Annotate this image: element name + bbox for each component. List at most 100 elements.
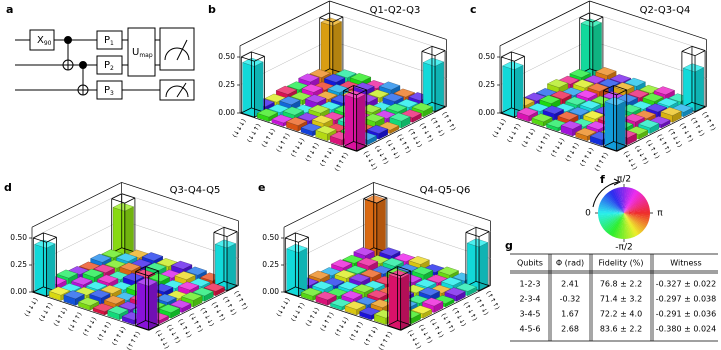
wheel-segment — [624, 213, 644, 232]
bar-top — [572, 79, 595, 89]
wheel-segment — [624, 194, 645, 213]
z-tick-label: 0.25 — [10, 260, 27, 269]
gate-sub: 1 — [110, 40, 114, 47]
bar-top — [657, 97, 679, 107]
wheel-segment — [610, 213, 624, 237]
box-edge — [329, 0, 447, 40]
bar — [136, 277, 158, 330]
table: Qubits Φ (rad) Fidelity (%) Witness 1-2-3 2.4… — [517, 259, 716, 334]
bar-top — [542, 105, 564, 115]
panel-label: a — [6, 3, 13, 16]
gate-sub: map — [139, 52, 153, 59]
wheel-segment — [598, 213, 624, 220]
box-edge — [31, 291, 149, 331]
phase-arrow — [592, 181, 619, 208]
row-label: (↑↓↓) — [290, 137, 306, 158]
wheel-segment — [624, 206, 650, 213]
table-header: Qubits — [517, 259, 543, 268]
row-label: (↑↓↑) — [349, 321, 365, 342]
chart: e Q4-Q5-Q60.000.250.50(↓↓↓)(↓↓↓)(↓↓↑)(↓↓↑… — [258, 181, 501, 350]
bar-front — [356, 94, 366, 151]
row-label: (↓↑↑) — [275, 132, 291, 153]
wheel-segment — [624, 213, 629, 239]
bar-top — [342, 254, 364, 264]
bar-top — [624, 77, 646, 87]
row-label: (↑↓↑) — [305, 142, 321, 163]
ideal-wireframe — [32, 232, 57, 297]
bar-top — [379, 81, 401, 91]
bar-side — [215, 243, 228, 291]
ideal-wireframe — [387, 266, 412, 331]
wheel-segment — [615, 187, 624, 213]
ideal-wireframe — [284, 232, 309, 297]
bar-top — [203, 282, 225, 292]
bar-top — [408, 256, 430, 265]
wheel-segment — [624, 213, 643, 234]
gate-text: X — [37, 35, 44, 46]
panel-label: g — [505, 239, 513, 252]
chart: c Q2-Q3-Q40.000.250.50(↓↓↓)(↓↓↓)(↓↓↑)(↓↓↑… — [470, 0, 717, 173]
wheel-segment — [624, 189, 638, 213]
col-label: (↓↓↓) — [362, 150, 378, 171]
bar-top — [367, 89, 390, 99]
wheel-segment — [601, 197, 624, 213]
control-dot — [64, 36, 72, 44]
gate-label: P2 — [104, 60, 114, 72]
bar-top — [177, 281, 200, 291]
row-label: (↓↓↓) — [492, 118, 508, 139]
bar — [107, 305, 129, 321]
bar-top — [122, 272, 145, 282]
bar — [242, 57, 264, 118]
row-label: (↑↓↑) — [565, 142, 581, 163]
gate-box — [29, 29, 55, 51]
chart-title: Q4-Q5-Q6 — [420, 185, 471, 196]
row-label: (↓↑↑) — [319, 311, 335, 332]
wheel-segment — [624, 198, 647, 213]
bar-top — [609, 74, 632, 83]
wheel-segment — [609, 190, 624, 213]
bar — [320, 17, 342, 78]
wheel-segment — [607, 213, 624, 235]
bar-top — [85, 281, 108, 290]
bar-top — [282, 106, 304, 116]
table-cell: 83.6 ± 2.2 — [600, 325, 642, 334]
bar-top — [353, 82, 375, 91]
wheel-segment — [619, 187, 624, 213]
gate-text: P — [104, 60, 110, 71]
z-tick-label: 0.00 — [478, 108, 495, 117]
box-edge — [283, 182, 374, 228]
row-label: (↑↑↑) — [594, 152, 610, 173]
wheel-segment — [605, 213, 624, 233]
bar-top — [331, 259, 353, 269]
table-cell: 2.41 — [561, 280, 579, 289]
bar-top — [466, 238, 489, 248]
z-tick-label: 0.50 — [262, 233, 279, 242]
table-cell: 1-2-3 — [519, 280, 540, 289]
wheel-segment — [624, 213, 635, 238]
bar-top — [583, 110, 605, 120]
bar-top — [363, 113, 385, 123]
bar-top — [119, 262, 141, 272]
grid-line — [499, 11, 707, 58]
panel-label: f — [600, 173, 605, 186]
bar-top — [112, 202, 134, 212]
bar-top — [305, 94, 327, 103]
panel-label: b — [208, 3, 216, 16]
wheel-segment — [608, 213, 624, 236]
bar-top — [82, 268, 104, 278]
bar-top — [356, 257, 379, 267]
bar-top — [569, 69, 591, 78]
bar — [660, 107, 682, 123]
wheel-segment — [624, 213, 646, 230]
bar-top — [587, 83, 609, 92]
z-tick-label: 0.50 — [218, 52, 235, 61]
bar — [516, 107, 539, 122]
bar-top — [547, 79, 569, 88]
bar-top — [335, 69, 357, 79]
bar-top — [97, 274, 119, 284]
bar-top — [531, 113, 553, 123]
box-edge — [239, 112, 357, 152]
bar-top — [56, 269, 78, 279]
wheel-segment — [607, 191, 624, 213]
